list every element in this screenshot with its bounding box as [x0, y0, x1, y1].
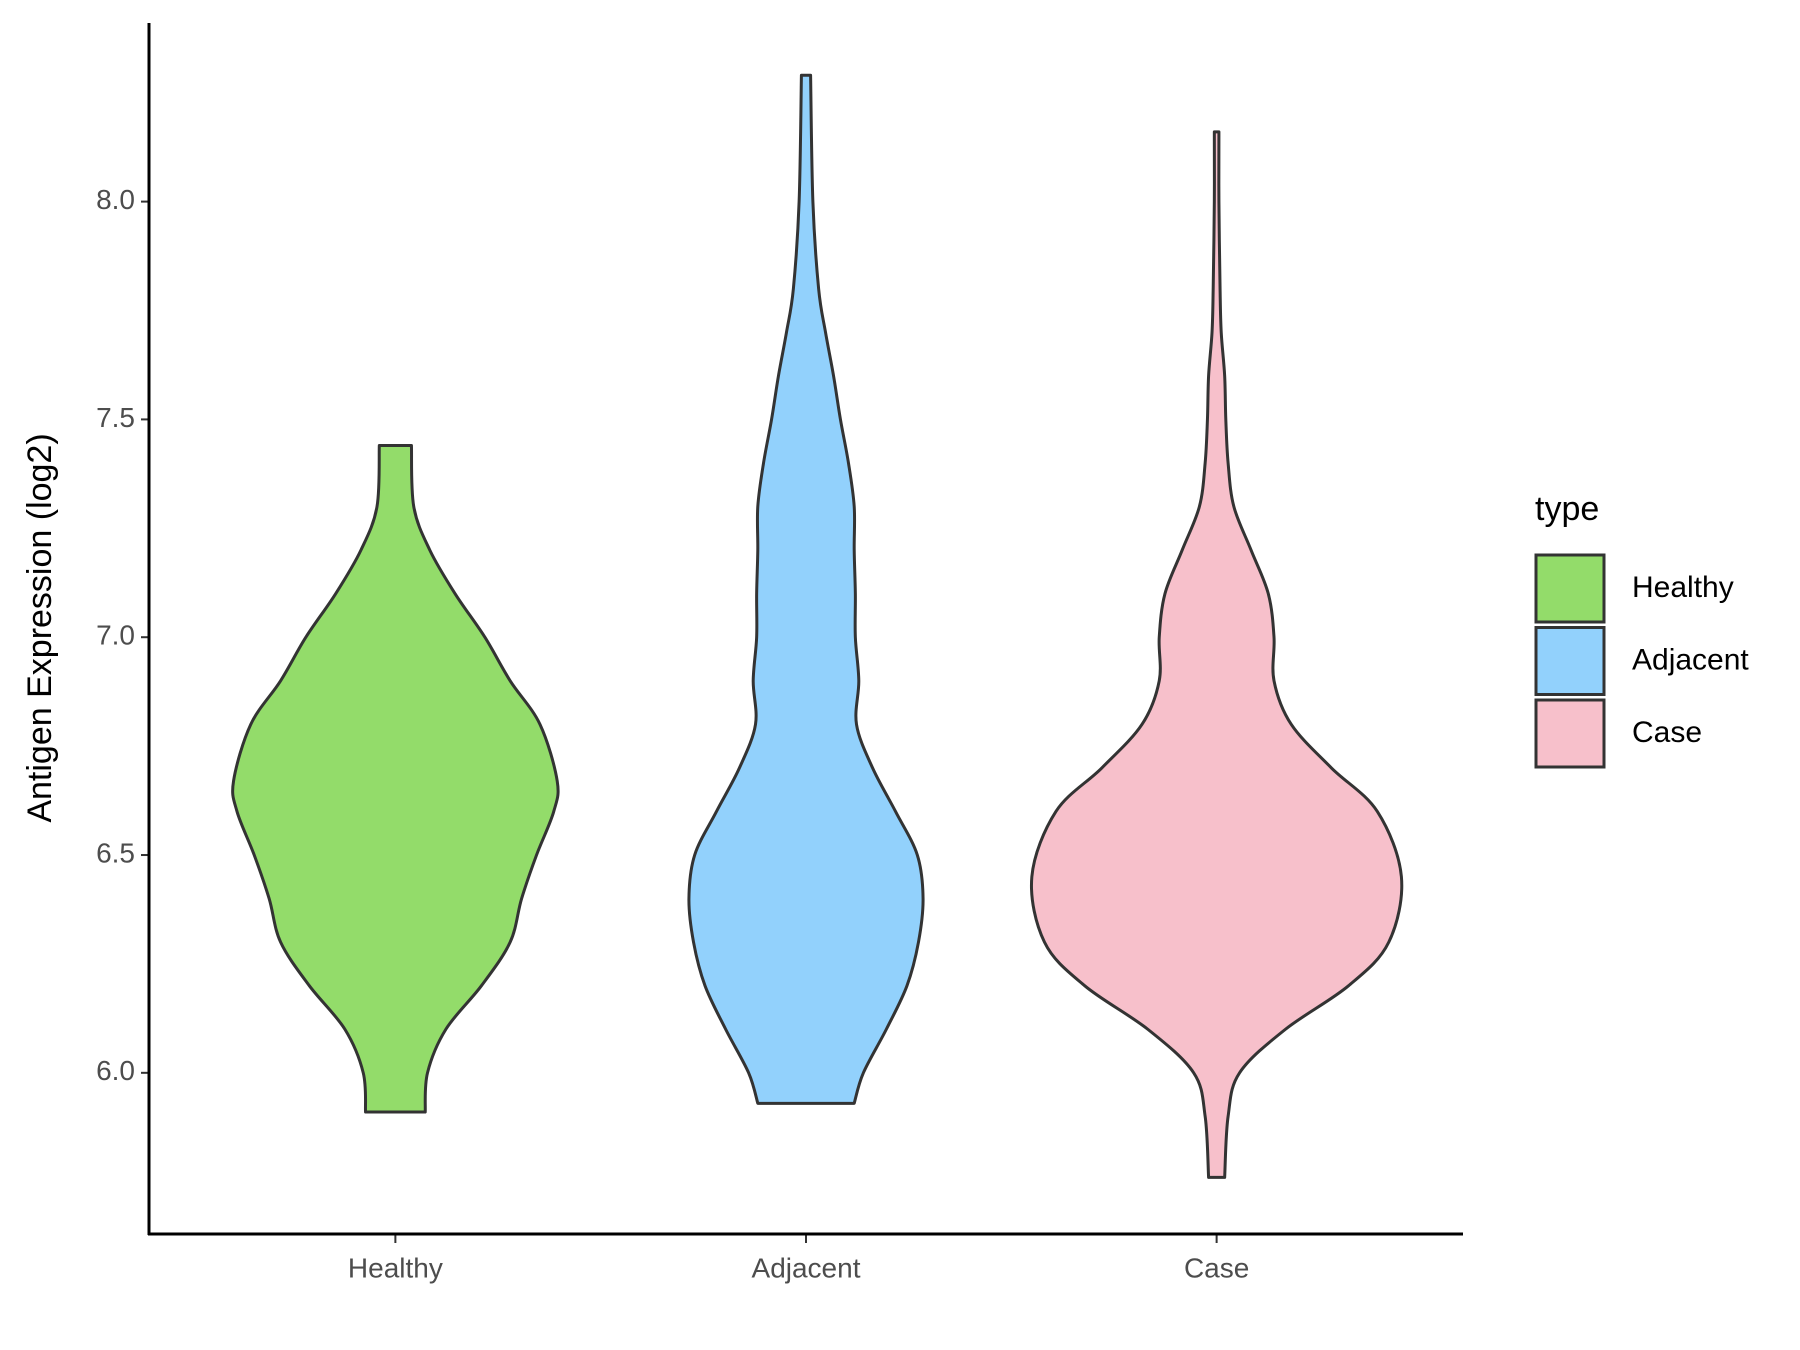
- y-tick-label: 7.0: [96, 620, 135, 651]
- legend-key: [1534, 698, 1606, 769]
- violin: [1029, 130, 1404, 1179]
- violin: [687, 73, 925, 1105]
- legend-label: Adjacent: [1632, 643, 1749, 676]
- legend-label: Healthy: [1632, 571, 1734, 604]
- y-tick-label: 6.5: [96, 837, 135, 868]
- x-tick-label: Healthy: [348, 1252, 443, 1283]
- y-axis-title: Antigen Expression (log2): [21, 433, 59, 822]
- legend-title: type: [1535, 490, 1599, 528]
- y-tick-label: 8.0: [96, 184, 135, 215]
- legend-label: Case: [1632, 716, 1702, 749]
- violin: [231, 444, 560, 1114]
- y-tick-label: 6.0: [96, 1055, 135, 1086]
- y-tick-label: 7.5: [96, 402, 135, 433]
- x-tick-label: Case: [1184, 1252, 1249, 1283]
- x-tick-label: Adjacent: [752, 1252, 861, 1283]
- legend-key: [1534, 553, 1606, 624]
- legend-key: [1534, 626, 1606, 696]
